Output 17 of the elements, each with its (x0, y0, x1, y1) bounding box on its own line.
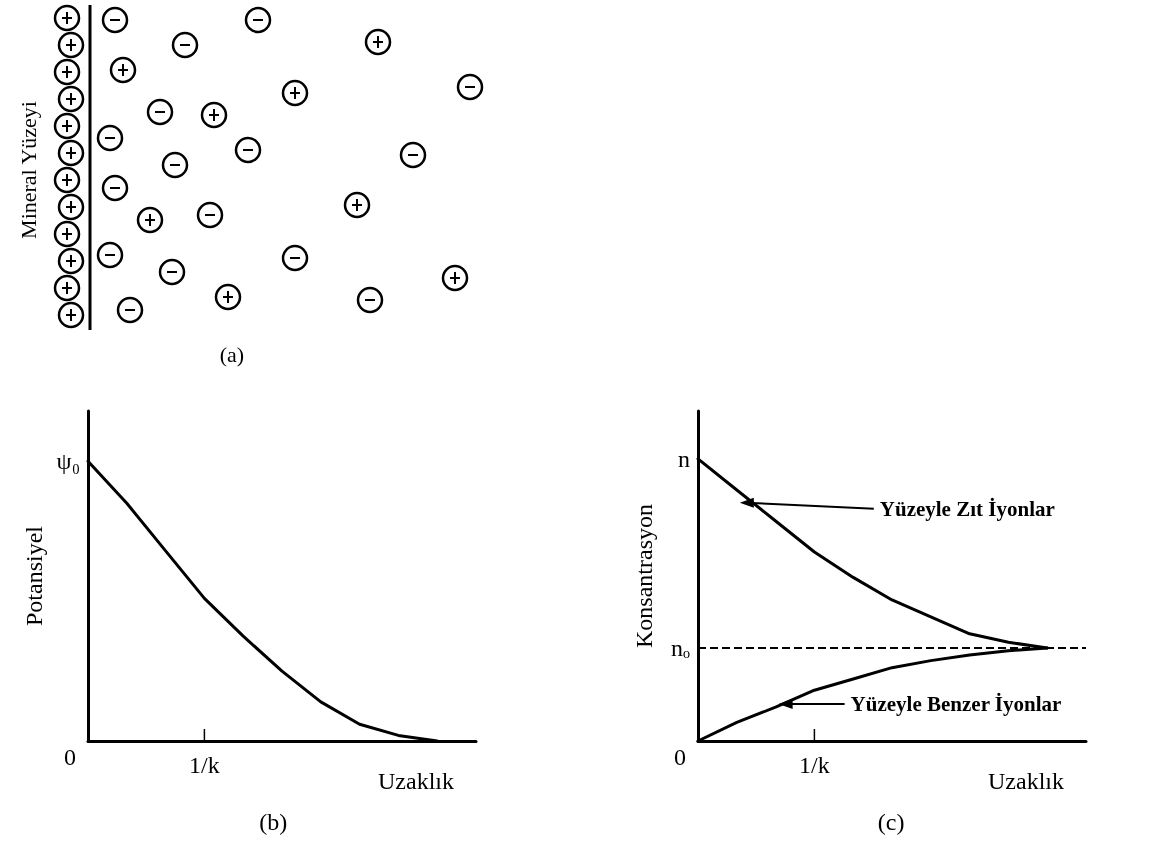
text: 0 (64, 744, 76, 770)
text: (b) (259, 809, 288, 835)
text: (c) (877, 809, 905, 835)
text: n (678, 445, 690, 472)
x-axis-title: Uzaklık (378, 768, 454, 794)
text: 0 (674, 744, 686, 770)
annotation: Yüzeyle Zıt İyonlar (879, 496, 1055, 521)
text: ψ₀ (56, 448, 80, 475)
y-axis-title: Potansiyel (21, 525, 47, 626)
text: (a) (219, 342, 245, 367)
text: 1/k (189, 752, 220, 778)
annotation: Yüzeyle Benzer İyonlar (850, 692, 1062, 717)
x-axis-title: Uzaklık (988, 768, 1064, 794)
text: nₒ (671, 634, 691, 661)
y-axis-title: Konsantrasyon (631, 504, 657, 648)
text: Mineral Yüzeyi (16, 101, 41, 239)
text: 1/k (799, 752, 830, 778)
